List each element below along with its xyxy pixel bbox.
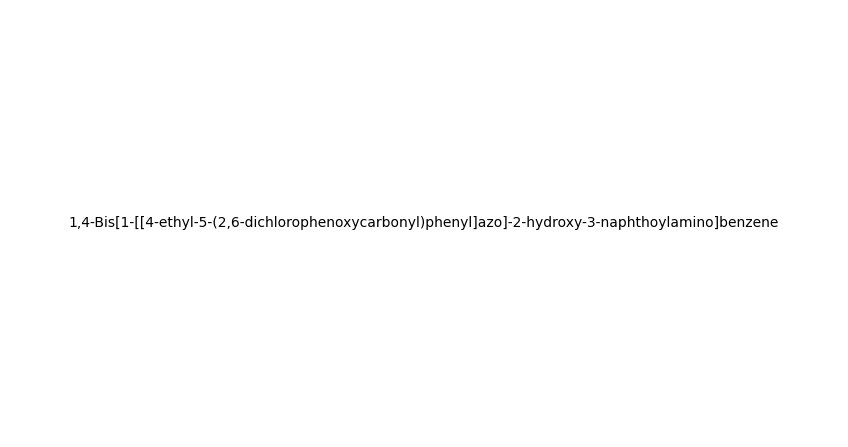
Text: 1,4-Bis[1-[[4-ethyl-5-(2,6-dichlorophenoxycarbonyl)phenyl]azo]-2-hydroxy-3-napht: 1,4-Bis[1-[[4-ethyl-5-(2,6-dichloropheno… xyxy=(69,216,779,231)
